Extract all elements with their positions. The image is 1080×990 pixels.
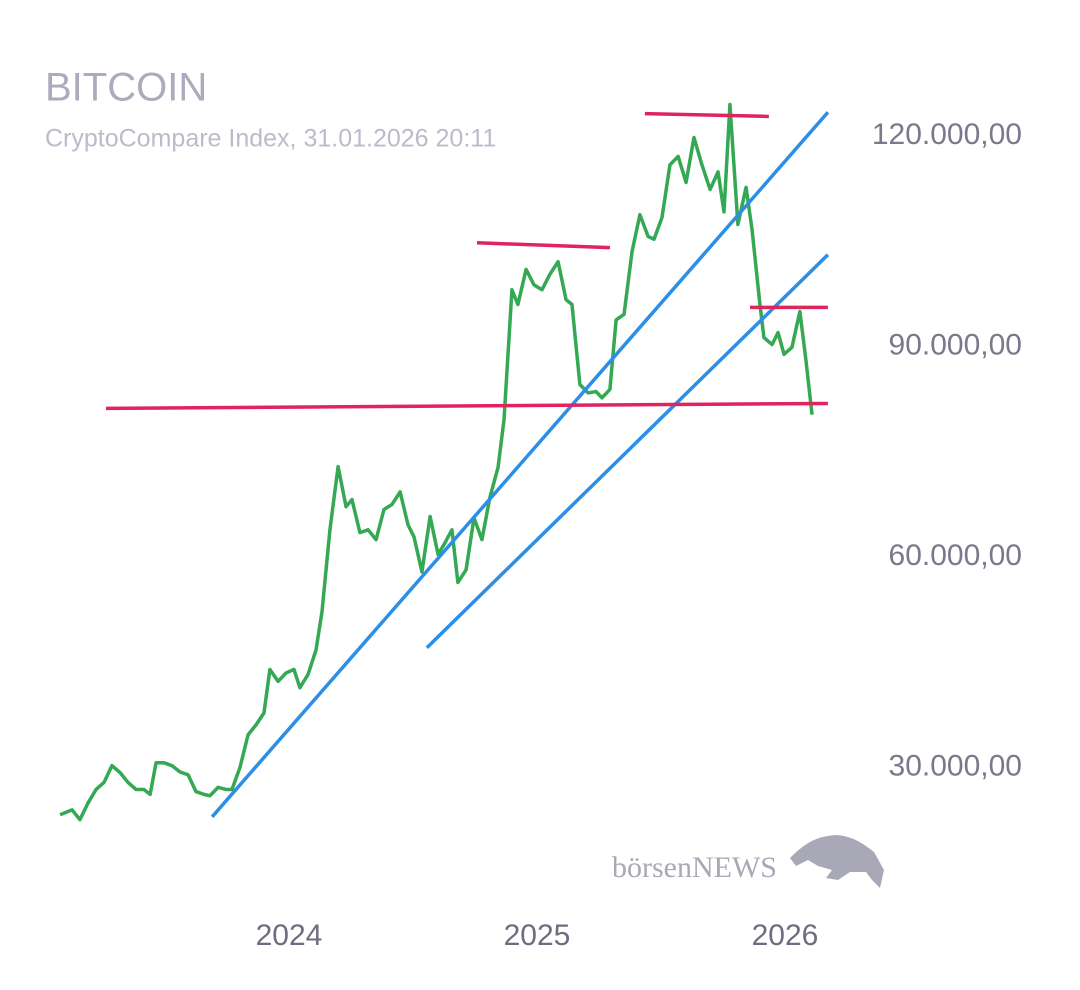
x-tick-label: 2025 — [504, 919, 571, 952]
trend-line — [210, 111, 830, 818]
x-tick-label: 2024 — [256, 919, 323, 952]
watermark-text: börsenNEWS — [612, 851, 777, 884]
watermark: börsenNEWS — [612, 835, 884, 888]
plot-area: 30.000,00 60.000,00 90.000,00 120.000,00 202… — [59, 102, 1022, 952]
y-tick-label: 60.000,00 — [889, 539, 1022, 572]
trend-line — [105, 401, 828, 411]
price-line — [59, 102, 814, 822]
chart-subtitle: CryptoCompare Index, 31.01.2026 20:11 — [45, 125, 496, 153]
trend-line — [476, 241, 610, 250]
chart-title: BITCOIN — [45, 66, 207, 110]
y-tick-label: 120.000,00 — [872, 118, 1022, 151]
x-tick-label: 2026 — [752, 919, 819, 952]
y-tick-label: 30.000,00 — [889, 750, 1022, 783]
trend-line — [425, 253, 830, 649]
watermark-bull — [790, 835, 884, 888]
y-tick-label: 90.000,00 — [889, 329, 1022, 362]
trend-line — [644, 111, 769, 119]
